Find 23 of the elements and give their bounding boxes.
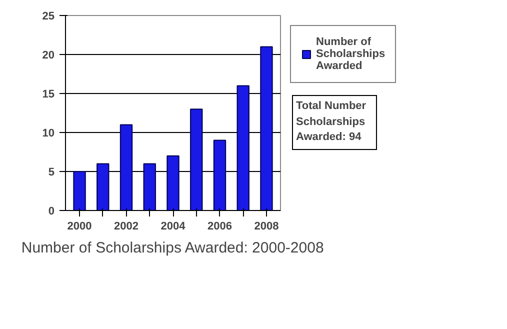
- bar: [120, 124, 133, 210]
- text: Number of Scholarships Awarded: 2000-2008: [21, 240, 324, 256]
- y-tick-label: 15: [42, 88, 55, 100]
- y-tick-label: 5: [48, 166, 55, 178]
- x-tick-label: 2004: [160, 220, 186, 232]
- x-tick-label: 2002: [114, 220, 139, 232]
- legend-label: Number of Scholarships Awarded: [316, 36, 386, 72]
- x-tick-label: 2006: [208, 220, 232, 232]
- y-tick-label: 25: [42, 10, 55, 22]
- bar: [166, 155, 180, 210]
- y-tick-label: 20: [42, 50, 55, 62]
- bar: [213, 140, 226, 210]
- bar: [190, 108, 203, 210]
- text: Total Number Scholarships Awarded: 94: [296, 99, 368, 146]
- bar: [236, 85, 250, 210]
- y-tick-label: 10: [42, 128, 55, 140]
- y-tick-label: 0: [48, 206, 55, 218]
- x-tick-label: 2000: [67, 220, 92, 232]
- bar: [143, 163, 156, 210]
- x-tick-label: 2008: [254, 220, 279, 232]
- bar: [73, 171, 86, 210]
- bar: [96, 163, 110, 210]
- bar: [260, 46, 273, 210]
